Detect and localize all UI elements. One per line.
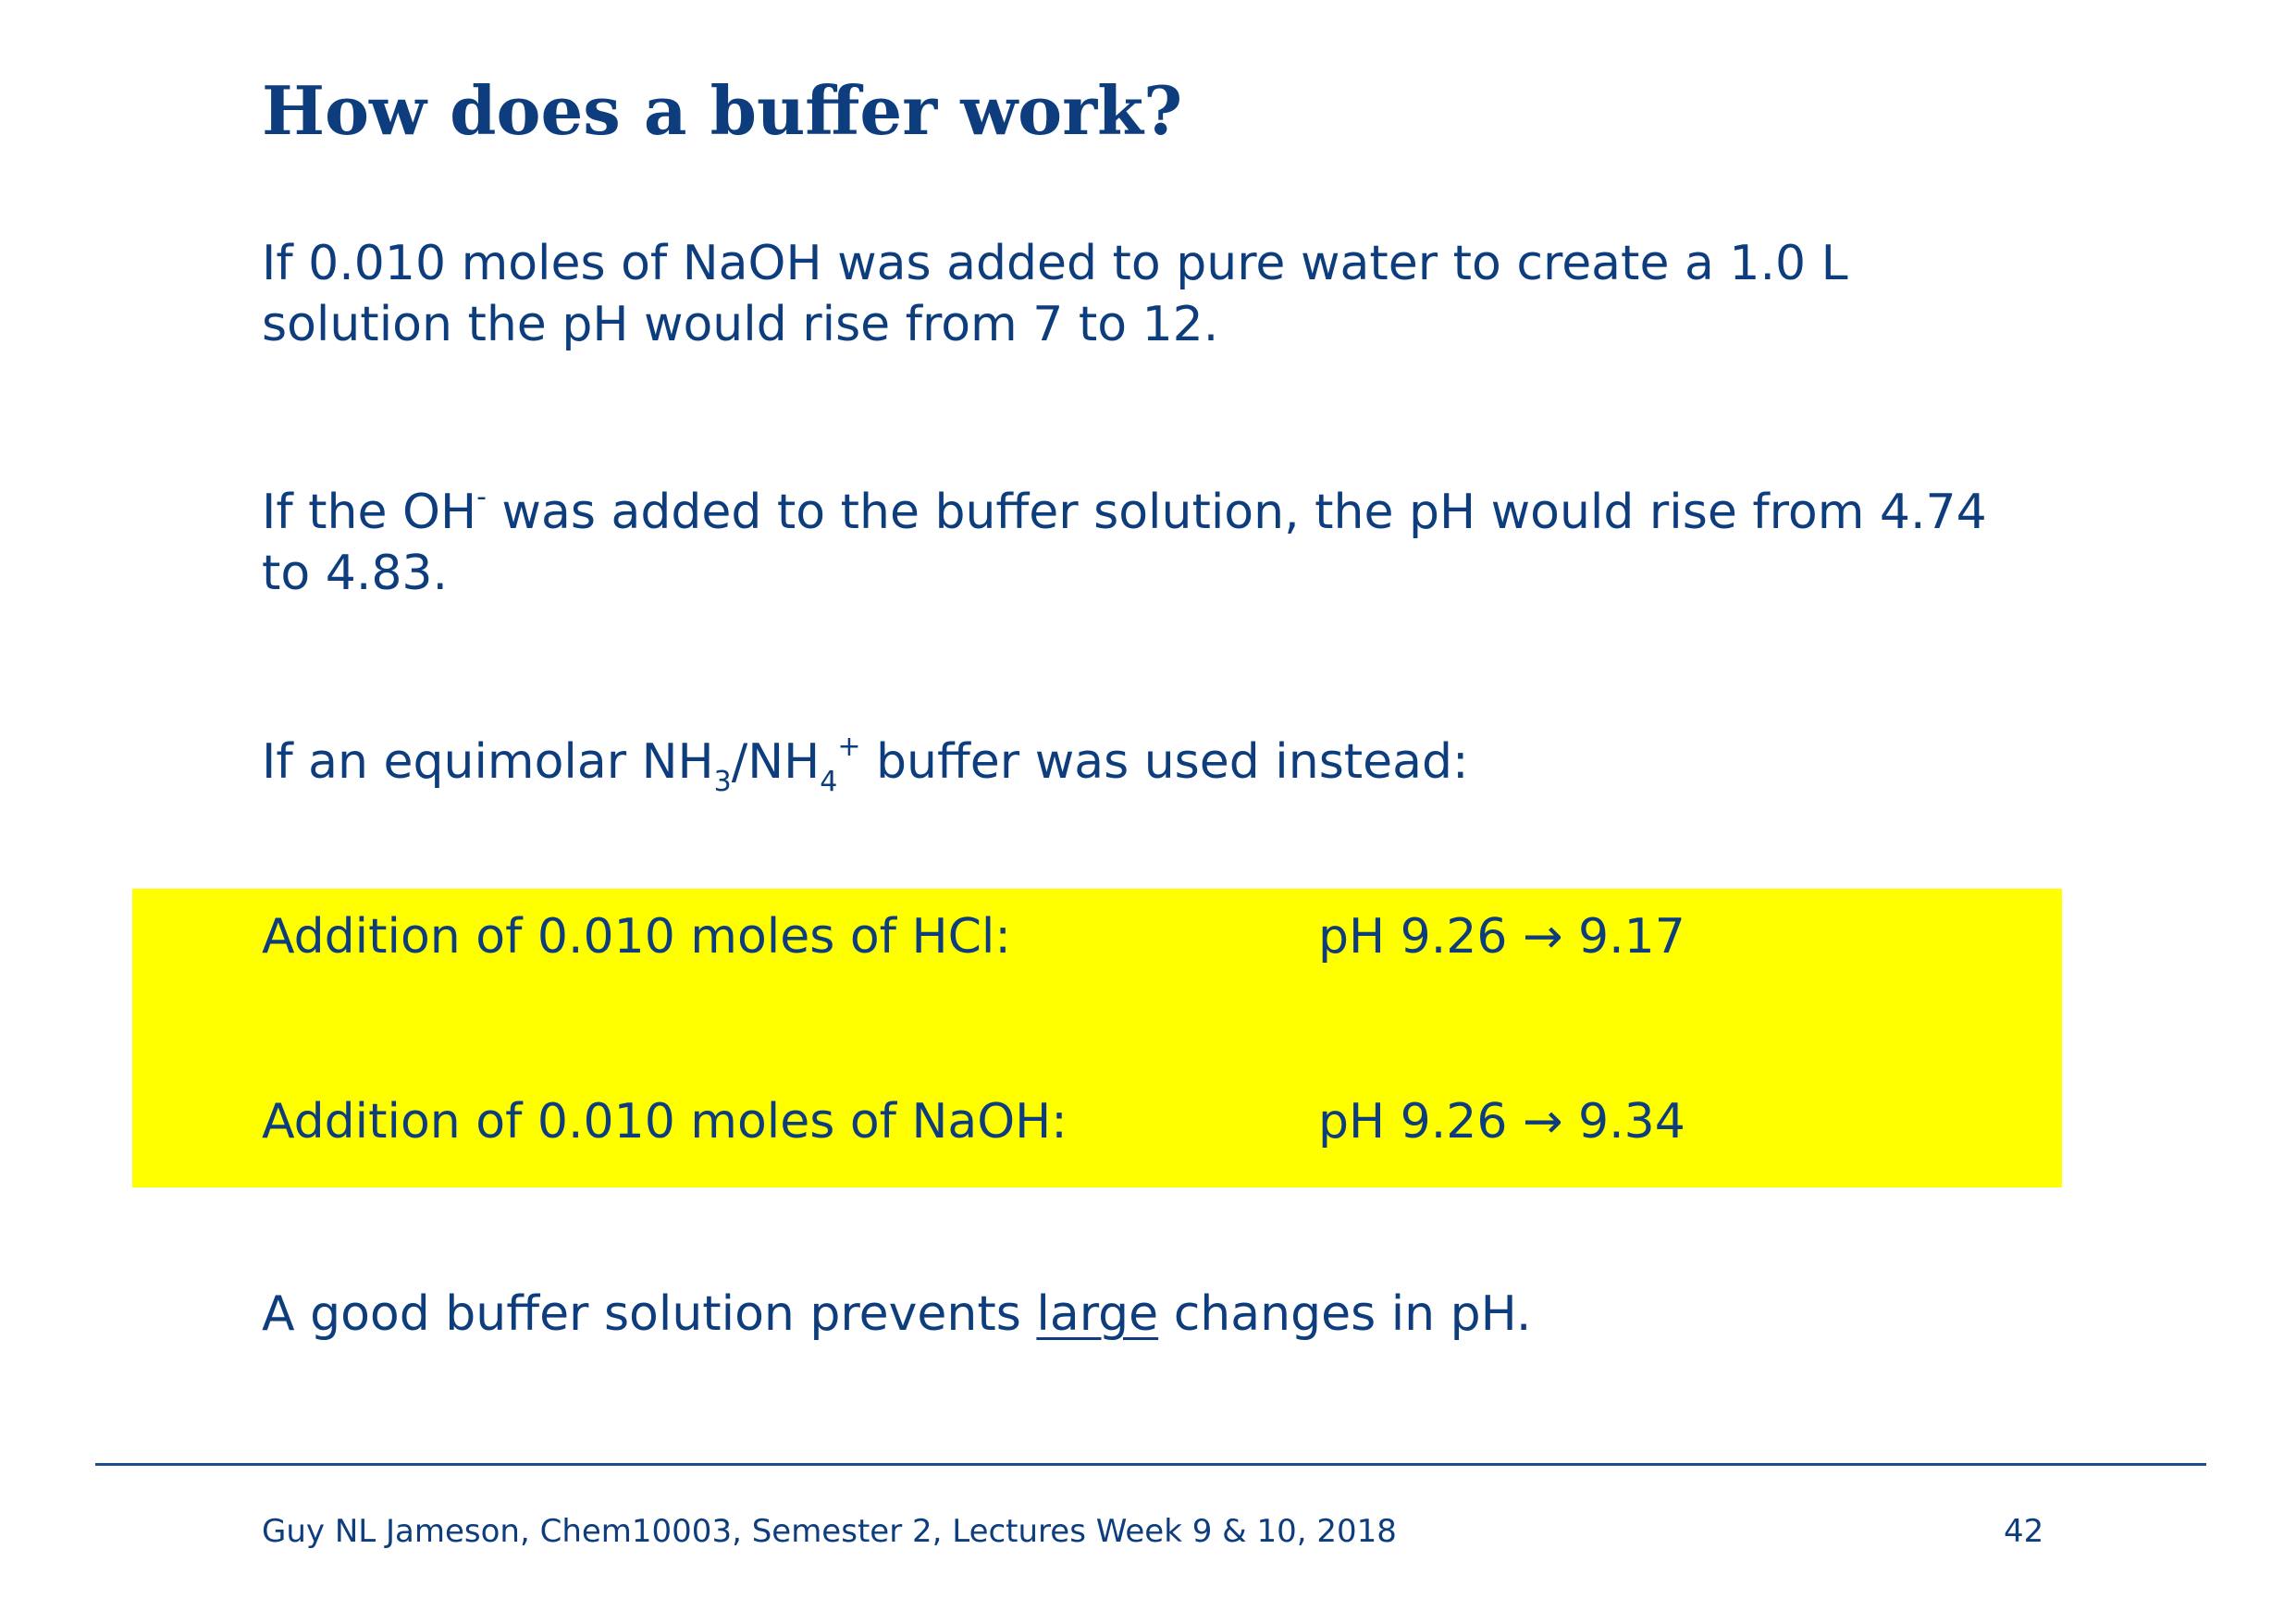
highlight-box: Addition of 0.010 moles of HCl: pH 9.26 … [132, 889, 2062, 1187]
paragraph-equimolar-buffer: If an equimolar NH3/NH4+ buffer was used… [262, 731, 2112, 796]
highlight-ph-change: pH 9.26 → 9.34 [1318, 1094, 1685, 1150]
slide-title: How does a buffer work? [262, 71, 1183, 150]
underlined-word: large [1036, 1286, 1159, 1342]
paragraph-text: If an equimolar NH [262, 734, 714, 790]
subscript-3: 3 [713, 766, 732, 798]
paragraph-oh-buffer: If the OH- was added to the buffer solut… [262, 482, 2112, 604]
paragraph-naoh-water: If 0.010 moles of NaOH was added to pure… [262, 233, 2112, 355]
paragraph-line: solution the pH would rise from 7 to 12. [262, 297, 1219, 352]
paragraph-text: was added to the buffer solution, the pH… [486, 485, 1987, 540]
page-number: 42 [2004, 1513, 2044, 1550]
paragraph-text: /NH [731, 734, 821, 790]
highlight-label: Addition of 0.010 moles of HCl: [262, 909, 1011, 965]
subscript-4: 4 [820, 766, 838, 798]
highlight-label: Addition of 0.010 moles of NaOH: [262, 1094, 1068, 1150]
paragraph-text: changes in pH. [1158, 1286, 1532, 1342]
footer-divider [95, 1463, 2206, 1466]
highlight-ph-change: pH 9.26 → 9.17 [1318, 909, 1685, 965]
paragraph-text: If the OH [262, 485, 477, 540]
superscript-minus: - [476, 481, 487, 513]
footer-credit: Guy NL Jameson, Chem10003, Semester 2, L… [262, 1513, 1397, 1550]
paragraph-text: buffer was used instead: [860, 734, 1469, 790]
paragraph-line: to 4.83. [262, 546, 449, 601]
paragraph-conclusion: A good buffer solution prevents large ch… [262, 1284, 2112, 1345]
paragraph-text: A good buffer solution prevents [262, 1286, 1037, 1342]
superscript-plus: + [837, 731, 861, 763]
paragraph-line: If 0.010 moles of NaOH was added to pure… [262, 236, 1848, 291]
